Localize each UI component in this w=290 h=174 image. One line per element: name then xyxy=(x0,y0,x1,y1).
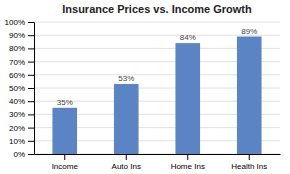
x-tick: Income xyxy=(52,154,79,171)
x-tick-mark xyxy=(187,154,188,160)
y-tick-mark xyxy=(28,128,34,129)
data-label: 53% xyxy=(118,74,134,83)
title: Insurance Prices vs. Income Growth xyxy=(62,3,252,15)
y-tick: 40% xyxy=(9,97,34,106)
y-tick-mark xyxy=(28,141,34,142)
x-tick-mark xyxy=(64,154,65,160)
y-tick-label: 40% xyxy=(9,97,25,106)
x-axis: Income Auto Ins Home Ins Health Ins xyxy=(35,154,281,171)
y-tick-label: 90% xyxy=(9,31,25,40)
x-axis-line xyxy=(35,154,281,155)
plot: 0% 10% 20% 30% 40% 50% 60% 70% 80% 90% 100% Income A… xyxy=(5,18,281,171)
y-tick-label: 30% xyxy=(9,110,25,119)
x-tick-label: Auto Ins xyxy=(112,162,141,171)
y-tick: 60% xyxy=(9,71,34,80)
chart: 0% 10% 20% 30% 40% 50% 60% 70% 80% 90% 100% Income A… xyxy=(0,0,290,174)
bar xyxy=(114,84,139,154)
y-tick-mark xyxy=(28,114,34,115)
data-labels: 35% 53% 84% 89% xyxy=(57,27,258,107)
bar xyxy=(52,108,77,154)
y-tick-mark xyxy=(28,101,34,102)
y-tick: 20% xyxy=(9,124,34,133)
y-tick: 70% xyxy=(9,58,34,67)
grid-line xyxy=(34,22,280,23)
y-tick: 30% xyxy=(9,110,34,119)
x-tick: Auto Ins xyxy=(112,154,141,171)
y-tick-label: 0% xyxy=(13,150,25,159)
y-tick-label: 20% xyxy=(9,124,25,133)
y-tick-label: 50% xyxy=(9,84,25,93)
y-tick-label: 60% xyxy=(9,71,25,80)
data-label: 84% xyxy=(180,33,196,42)
x-tick-label: Home Ins xyxy=(171,162,205,171)
grid xyxy=(34,22,280,154)
x-tick-mark xyxy=(126,154,127,160)
y-tick-label: 80% xyxy=(9,44,25,53)
y-tick: 0% xyxy=(13,150,34,159)
y-tick: 80% xyxy=(9,44,34,53)
x-tick-label: Income xyxy=(52,162,79,171)
y-tick-mark xyxy=(28,62,34,63)
y-tick: 100% xyxy=(5,18,34,27)
y-tick: 10% xyxy=(9,137,34,146)
y-tick-mark xyxy=(28,48,34,49)
x-tick-label: Health Ins xyxy=(231,162,267,171)
y-tick: 90% xyxy=(9,31,34,40)
x-tick-mark xyxy=(249,154,250,160)
data-label: 35% xyxy=(57,98,73,107)
y-tick-label: 100% xyxy=(5,18,25,27)
x-tick: Health Ins xyxy=(231,154,267,171)
bar xyxy=(237,37,262,154)
y-axis: 0% 10% 20% 30% 40% 50% 60% 70% 80% 90% 100% xyxy=(5,18,35,159)
y-axis-line xyxy=(28,23,35,155)
y-tick-mark xyxy=(28,22,34,23)
y-tick: 50% xyxy=(9,84,34,93)
y-tick-label: 70% xyxy=(9,58,25,67)
data-label: 89% xyxy=(241,27,257,36)
y-tick-label: 10% xyxy=(9,137,25,146)
x-tick: Home Ins xyxy=(171,154,205,171)
y-tick-mark xyxy=(28,35,34,36)
y-tick-mark xyxy=(28,88,34,89)
y-tick-mark xyxy=(28,75,34,76)
y-tick-mark xyxy=(28,154,34,155)
bars xyxy=(52,37,261,154)
bar xyxy=(175,43,200,154)
